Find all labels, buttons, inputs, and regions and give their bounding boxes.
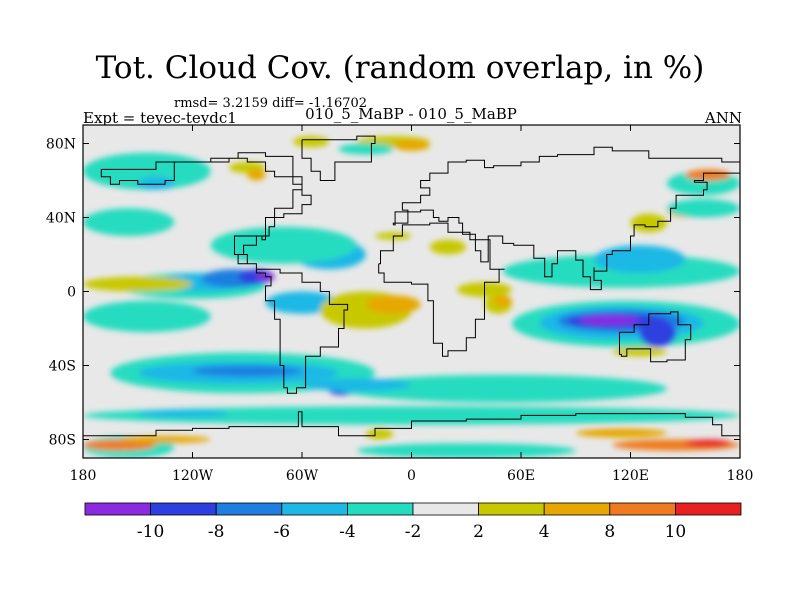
- x-tick-label: 120W: [172, 468, 214, 484]
- x-tick-label: 120E: [612, 468, 649, 484]
- anomaly-region: [83, 208, 175, 236]
- anomaly-region: [612, 347, 667, 357]
- anomaly-region: [83, 300, 211, 333]
- anomaly-region: [302, 378, 412, 392]
- anomaly-region: [365, 295, 421, 314]
- colorbar-swatch: [215, 502, 283, 516]
- anomaly-region: [119, 435, 211, 444]
- anomaly-region: [83, 406, 740, 425]
- coastline: [392, 146, 740, 291]
- y-tick-label: 80S: [49, 433, 76, 449]
- anomaly-region: [579, 315, 640, 325]
- anomaly-region: [137, 409, 229, 418]
- anomaly-region: [247, 169, 266, 181]
- anomaly-region: [429, 239, 467, 255]
- season-label: ANN: [704, 109, 742, 127]
- colorbar-label: -10: [137, 522, 164, 542]
- colorbar-label: -6: [274, 522, 291, 542]
- anomaly-region: [630, 213, 667, 233]
- colorbar-swatch: [281, 502, 348, 516]
- anomaly-region: [594, 245, 686, 273]
- colorbar-swatch: [346, 502, 414, 516]
- colorbar-swatch: [609, 502, 676, 516]
- coastlines: [83, 135, 740, 437]
- colorbar-label: 8: [604, 522, 615, 542]
- y-tick-label: 40N: [46, 211, 76, 227]
- x-tick-label: 60W: [286, 468, 319, 484]
- experiment-label: Expt = teyec-teydc1: [83, 109, 237, 127]
- anomaly-region: [393, 139, 430, 151]
- anomaly-region: [292, 136, 330, 148]
- colorbar-label: -2: [405, 522, 422, 542]
- y-tick-label: 0: [67, 285, 76, 301]
- x-tick-label: 60E: [507, 468, 535, 484]
- anomaly-region: [365, 428, 394, 440]
- coastline: [100, 152, 349, 394]
- axis-ticks: 180 120W 60W 0 60E 120E 180 80N 40N 0 40S 80S: [46, 125, 753, 484]
- coastline: [301, 135, 376, 181]
- y-tick-label: 40S: [49, 359, 76, 375]
- colorbar-swatch: [84, 502, 151, 516]
- anomaly-region: [685, 169, 731, 181]
- anomaly-region: [210, 226, 357, 264]
- anomaly-region: [639, 319, 677, 347]
- cloud-cover-field: [83, 125, 740, 458]
- colorbar-swatch: [543, 502, 611, 516]
- x-tick-label: 0: [407, 468, 416, 484]
- coastline: [378, 222, 505, 357]
- stats-label: rmsd= 3.2159 diff= -1.16702: [174, 96, 368, 111]
- colorbar-label: 4: [539, 522, 550, 542]
- anomaly-region: [685, 439, 731, 447]
- anomaly-region: [265, 291, 339, 314]
- colorbar-label: 2: [473, 522, 484, 542]
- coastline: [83, 411, 740, 437]
- anomaly-region: [137, 176, 175, 190]
- anomaly-region: [192, 365, 302, 377]
- colorbar-swatch: [150, 502, 217, 516]
- anomaly-region: [575, 428, 667, 438]
- x-tick-label: 180: [727, 468, 754, 484]
- anomaly-region: [338, 374, 667, 403]
- coastline: [619, 311, 692, 363]
- case-label: 010_5_MaBP - 010_5_MaBP: [305, 105, 517, 123]
- chart-title: Tot. Cloud Cov. (random overlap, in %): [95, 50, 705, 86]
- anomaly-region: [667, 199, 740, 218]
- colorbar-swatch: [412, 502, 479, 516]
- y-tick-label: 80N: [46, 137, 76, 153]
- colorbar-label: 10: [665, 522, 687, 542]
- colorbar-label: -4: [339, 522, 356, 542]
- anomaly-region: [356, 443, 576, 458]
- colorbar-swatch: [478, 502, 545, 516]
- anomaly-region: [338, 143, 394, 155]
- x-tick-label: 180: [70, 468, 97, 484]
- anomaly-region: [83, 276, 193, 292]
- colorbar-swatch: [675, 502, 742, 516]
- colorbar: -10 -8 -6 -4 -2 2 4 8 10: [84, 502, 742, 542]
- colorbar-label: -8: [208, 522, 225, 542]
- anomaly-region: [493, 295, 512, 307]
